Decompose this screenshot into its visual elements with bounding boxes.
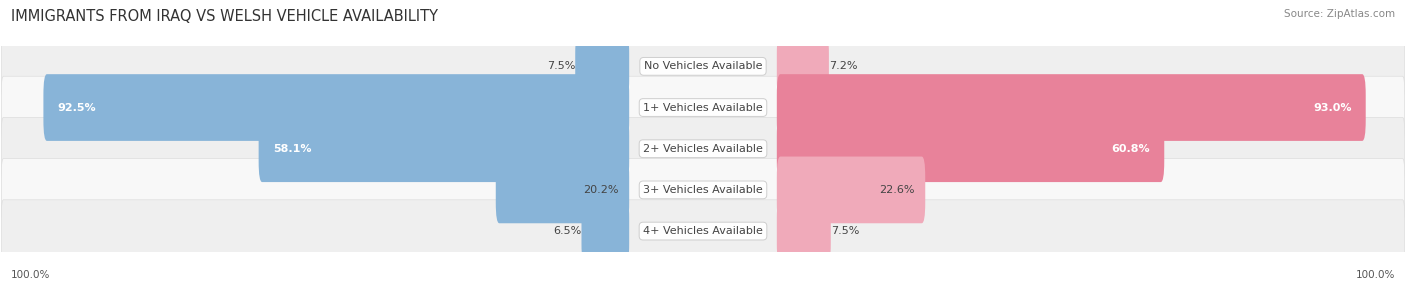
FancyBboxPatch shape	[1, 35, 1405, 98]
FancyBboxPatch shape	[778, 198, 831, 265]
FancyBboxPatch shape	[778, 156, 925, 223]
Text: 7.2%: 7.2%	[830, 61, 858, 71]
FancyBboxPatch shape	[259, 115, 630, 182]
FancyBboxPatch shape	[582, 198, 630, 265]
Text: 58.1%: 58.1%	[273, 144, 311, 154]
Text: 60.8%: 60.8%	[1112, 144, 1150, 154]
Text: 100.0%: 100.0%	[1355, 270, 1395, 279]
Text: 3+ Vehicles Available: 3+ Vehicles Available	[643, 185, 763, 195]
FancyBboxPatch shape	[44, 74, 630, 141]
Text: 100.0%: 100.0%	[11, 270, 51, 279]
Text: Source: ZipAtlas.com: Source: ZipAtlas.com	[1284, 9, 1395, 19]
FancyBboxPatch shape	[1, 159, 1405, 221]
Text: 22.6%: 22.6%	[879, 185, 915, 195]
Text: IMMIGRANTS FROM IRAQ VS WELSH VEHICLE AVAILABILITY: IMMIGRANTS FROM IRAQ VS WELSH VEHICLE AV…	[11, 9, 439, 23]
Text: 2+ Vehicles Available: 2+ Vehicles Available	[643, 144, 763, 154]
FancyBboxPatch shape	[778, 115, 1164, 182]
FancyBboxPatch shape	[1, 200, 1405, 262]
Text: 93.0%: 93.0%	[1313, 103, 1351, 112]
Text: 6.5%: 6.5%	[553, 226, 582, 236]
FancyBboxPatch shape	[778, 74, 1365, 141]
FancyBboxPatch shape	[1, 118, 1405, 180]
Text: 7.5%: 7.5%	[831, 226, 859, 236]
FancyBboxPatch shape	[1, 76, 1405, 139]
FancyBboxPatch shape	[778, 33, 830, 100]
Text: 1+ Vehicles Available: 1+ Vehicles Available	[643, 103, 763, 112]
Text: 7.5%: 7.5%	[547, 61, 575, 71]
Text: 4+ Vehicles Available: 4+ Vehicles Available	[643, 226, 763, 236]
Text: 20.2%: 20.2%	[583, 185, 619, 195]
Text: No Vehicles Available: No Vehicles Available	[644, 61, 762, 71]
Text: 92.5%: 92.5%	[58, 103, 96, 112]
FancyBboxPatch shape	[575, 33, 630, 100]
FancyBboxPatch shape	[496, 156, 630, 223]
